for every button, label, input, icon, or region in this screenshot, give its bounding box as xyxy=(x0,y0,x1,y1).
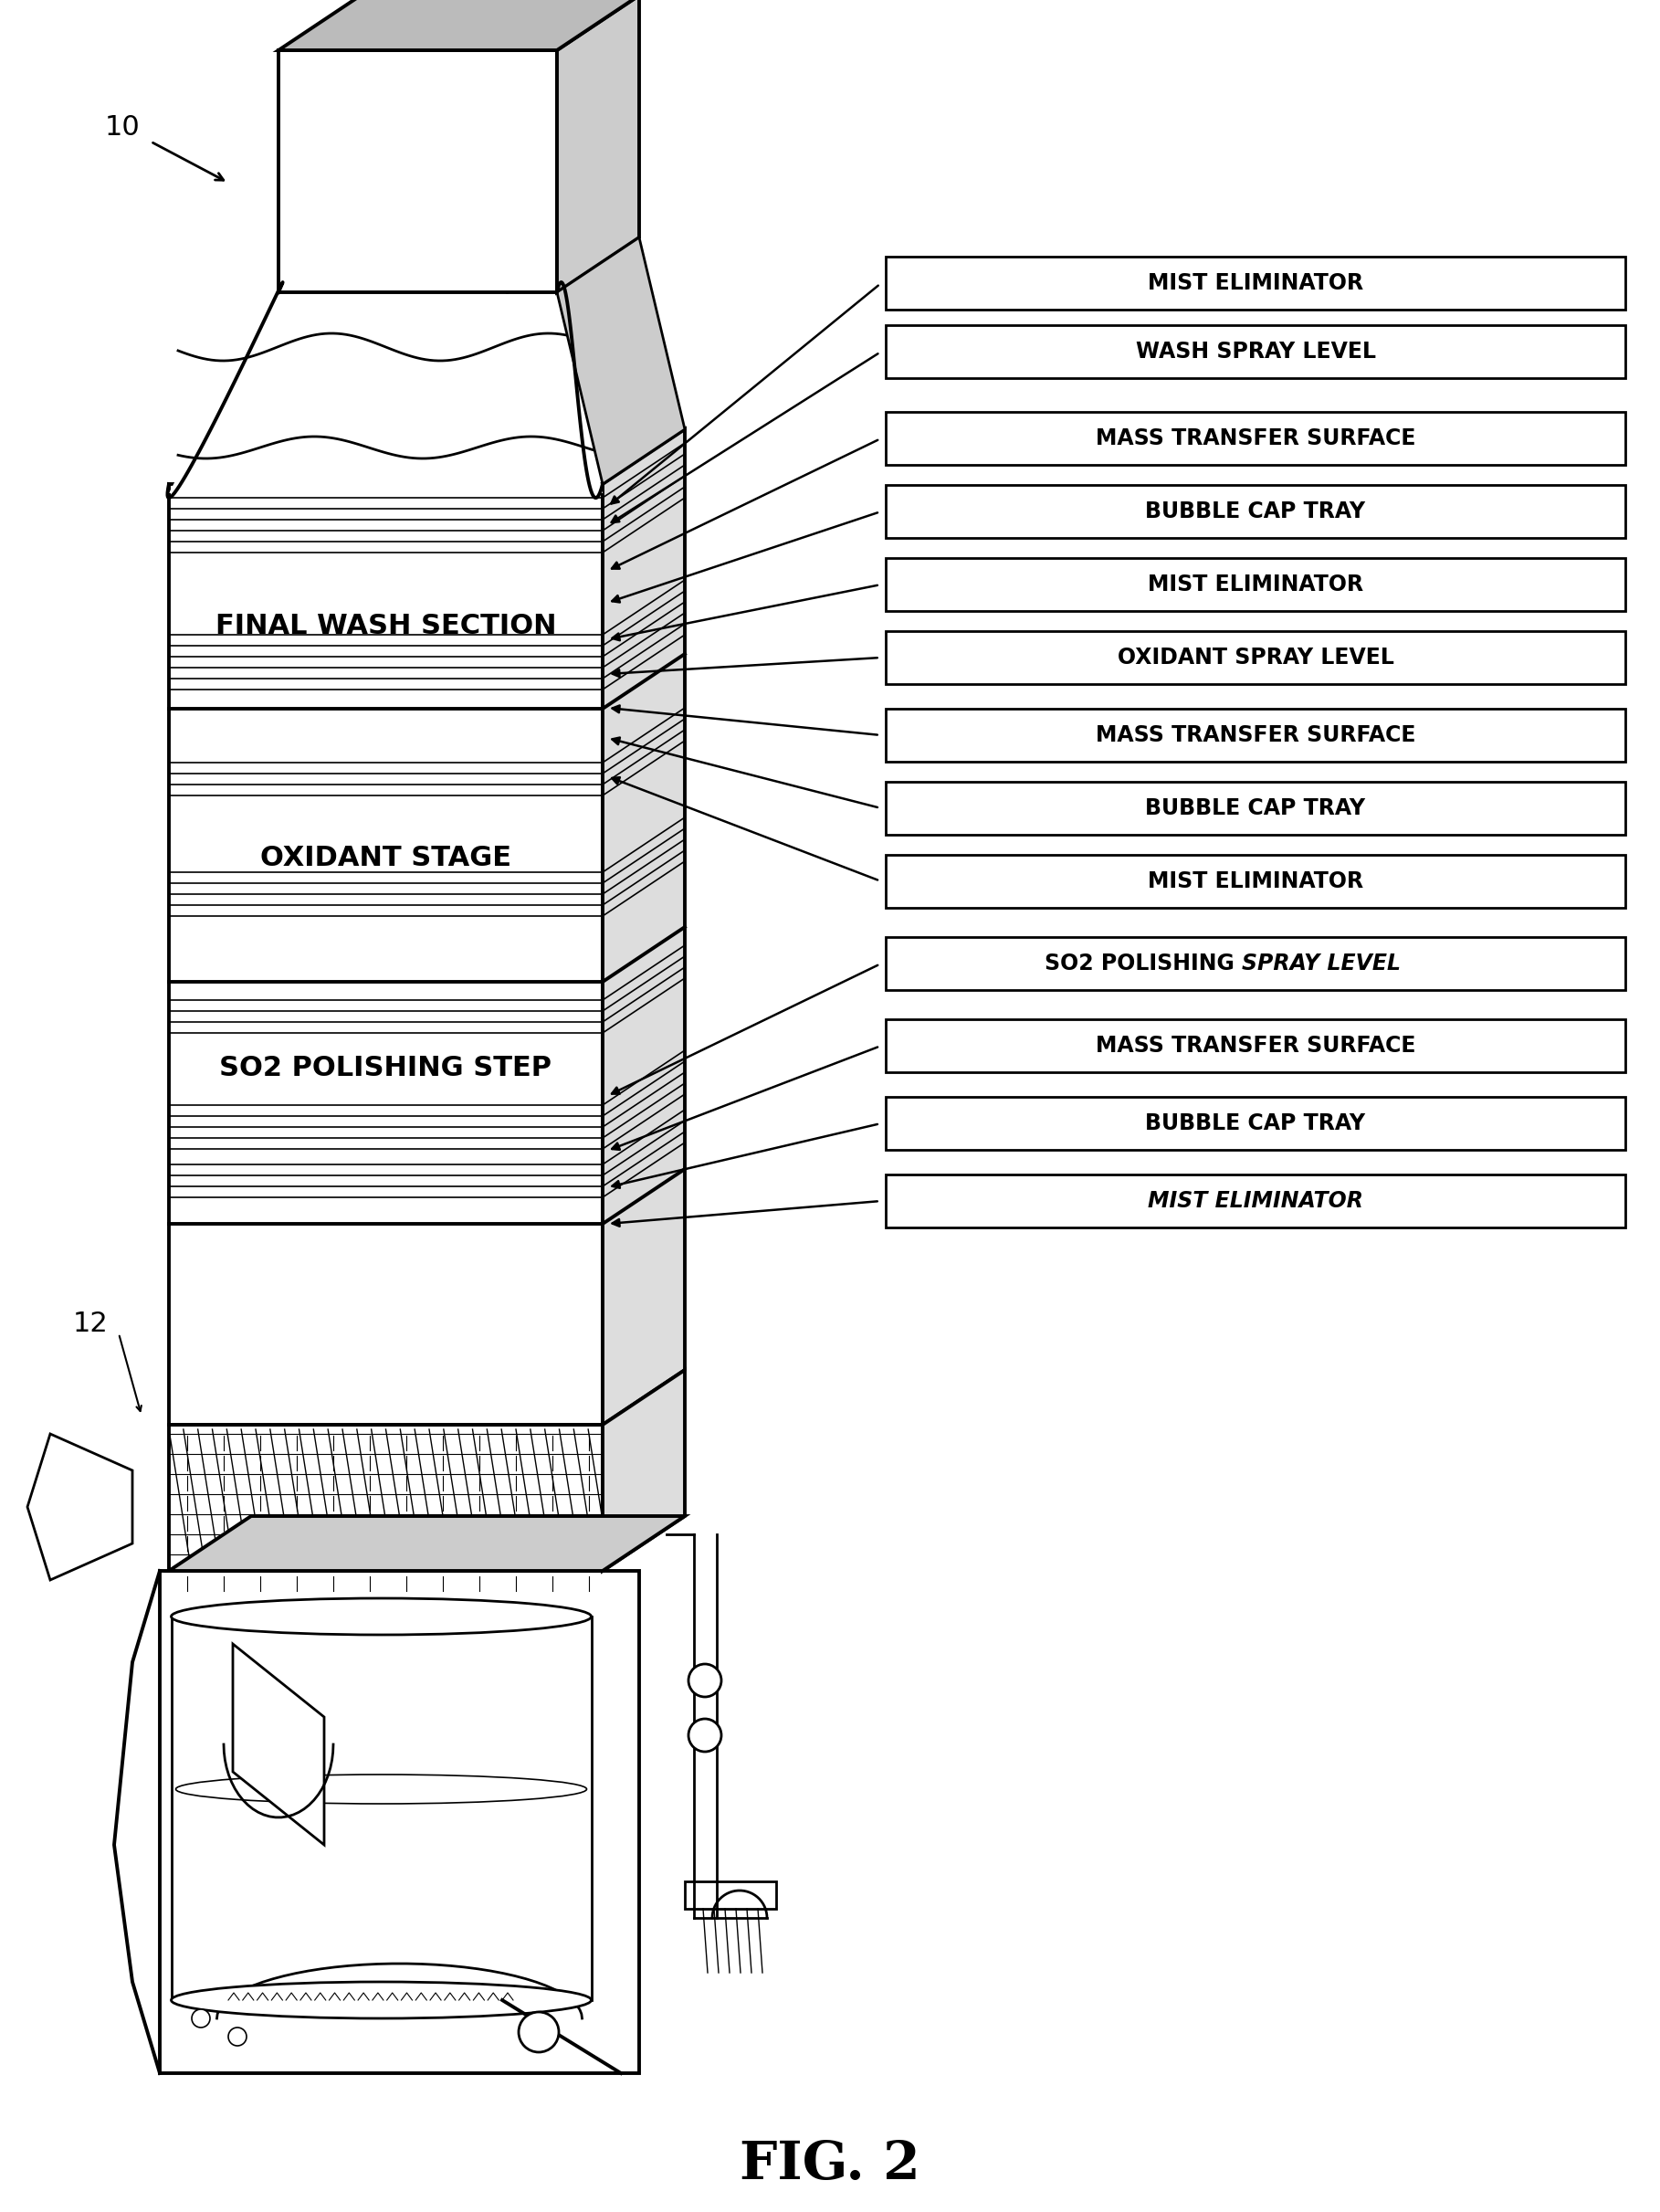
FancyBboxPatch shape xyxy=(886,1020,1625,1073)
Polygon shape xyxy=(279,0,639,51)
Text: FINAL WASH SECTION: FINAL WASH SECTION xyxy=(216,613,556,639)
FancyBboxPatch shape xyxy=(886,708,1625,761)
Text: MASS TRANSFER SURFACE: MASS TRANSFER SURFACE xyxy=(1096,723,1416,745)
Text: WASH SPRAY LEVEL: WASH SPRAY LEVEL xyxy=(1135,341,1376,363)
Text: SO2 POLISHING STEP: SO2 POLISHING STEP xyxy=(219,1055,553,1082)
Polygon shape xyxy=(603,429,686,1425)
Text: SPRAY LEVEL: SPRAY LEVEL xyxy=(1242,953,1401,975)
Ellipse shape xyxy=(171,1982,591,2017)
Text: SO2 POLISHING: SO2 POLISHING xyxy=(1044,953,1242,975)
FancyBboxPatch shape xyxy=(886,257,1625,310)
FancyBboxPatch shape xyxy=(886,938,1625,991)
Circle shape xyxy=(193,2008,211,2028)
Polygon shape xyxy=(159,1571,639,2073)
FancyBboxPatch shape xyxy=(886,1097,1625,1150)
FancyBboxPatch shape xyxy=(886,1175,1625,1228)
Polygon shape xyxy=(169,484,603,1425)
Polygon shape xyxy=(169,296,603,493)
Ellipse shape xyxy=(176,1774,586,1803)
Text: MIST ELIMINATOR: MIST ELIMINATOR xyxy=(1147,1190,1363,1212)
Text: OXIDANT STAGE: OXIDANT STAGE xyxy=(261,845,511,872)
FancyBboxPatch shape xyxy=(886,854,1625,907)
Text: BUBBLE CAP TRAY: BUBBLE CAP TRAY xyxy=(1145,500,1366,522)
Text: MIST ELIMINATOR: MIST ELIMINATOR xyxy=(1147,573,1363,595)
Polygon shape xyxy=(558,0,639,292)
FancyBboxPatch shape xyxy=(886,781,1625,834)
Circle shape xyxy=(689,1663,722,1697)
Polygon shape xyxy=(279,51,558,292)
Text: FIG. 2: FIG. 2 xyxy=(740,2139,920,2190)
Text: MASS TRANSFER SURFACE: MASS TRANSFER SURFACE xyxy=(1096,1035,1416,1057)
Circle shape xyxy=(518,2013,559,2053)
Ellipse shape xyxy=(171,1599,591,1635)
FancyBboxPatch shape xyxy=(886,325,1625,378)
Polygon shape xyxy=(169,1515,686,1571)
Text: MIST ELIMINATOR: MIST ELIMINATOR xyxy=(1147,272,1363,294)
Text: BUBBLE CAP TRAY: BUBBLE CAP TRAY xyxy=(1145,1113,1366,1135)
Text: OXIDANT SPRAY LEVEL: OXIDANT SPRAY LEVEL xyxy=(1117,646,1394,668)
FancyBboxPatch shape xyxy=(886,484,1625,538)
Polygon shape xyxy=(686,1882,777,1909)
FancyBboxPatch shape xyxy=(886,557,1625,611)
Text: 10: 10 xyxy=(105,115,141,142)
Polygon shape xyxy=(28,1433,133,1579)
Polygon shape xyxy=(232,1644,324,1845)
Text: BUBBLE CAP TRAY: BUBBLE CAP TRAY xyxy=(1145,796,1366,818)
Text: MASS TRANSFER SURFACE: MASS TRANSFER SURFACE xyxy=(1096,427,1416,449)
Circle shape xyxy=(229,2028,247,2046)
Polygon shape xyxy=(603,1369,686,1571)
Polygon shape xyxy=(558,237,686,484)
Circle shape xyxy=(689,1719,722,1752)
FancyBboxPatch shape xyxy=(886,630,1625,684)
Text: 12: 12 xyxy=(73,1312,108,1338)
FancyBboxPatch shape xyxy=(886,411,1625,465)
Text: MIST ELIMINATOR: MIST ELIMINATOR xyxy=(1147,869,1363,891)
